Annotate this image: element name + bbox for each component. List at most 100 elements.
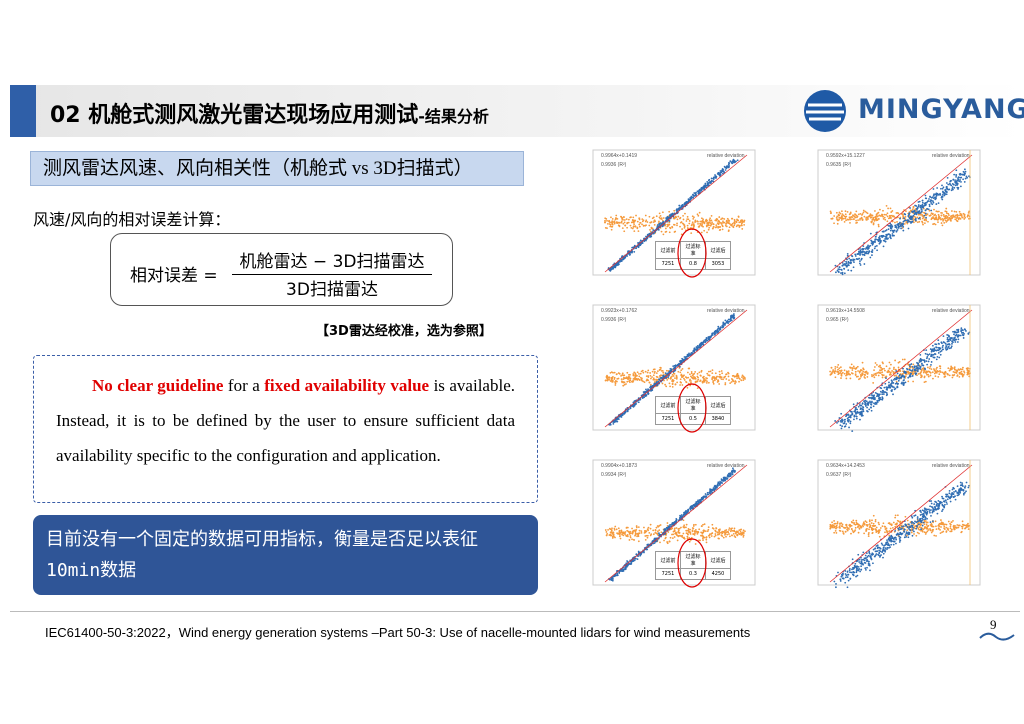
scatter-point [675,209,678,212]
scatter-point [874,245,877,248]
scatter-point [652,377,655,380]
scatter-point [621,372,624,375]
scatter-point [944,219,947,222]
scatter-point [843,220,846,223]
scatter-point [638,225,641,228]
scatter-point [945,210,948,213]
scatter-point [740,534,743,536]
scatter-point [949,183,952,186]
scatter-point [865,217,868,220]
scatter-point [850,216,853,218]
scatter-point [847,418,850,421]
scatter-point [945,531,948,533]
scatter-point [693,372,696,375]
scatter-point [627,221,630,224]
scatter-point [705,495,708,498]
scatter-point [886,388,889,391]
scatter-point [715,485,718,488]
scatter-point [626,380,629,383]
scatter-point [929,214,932,217]
scatter-point [886,215,889,218]
scatter-point [611,532,614,535]
scatter-point [681,204,684,206]
scatter-point [888,530,891,532]
scatter-point [919,212,922,214]
conclusion: 目前没有一个固定的数据可用指标，衡量是否足以表征10min数据 [33,515,538,595]
scatter-point [894,525,897,528]
scatter-point [918,220,921,223]
scatter-point [922,223,924,226]
scatter-point [731,315,734,318]
scatter-point [625,383,627,385]
scatter-point [862,367,865,370]
scatter-point [966,367,969,369]
scatter-point [653,219,656,222]
scatter-point [660,217,663,220]
scatter-point [925,201,928,204]
scatter-point [677,535,680,538]
scatter-point [902,367,904,370]
scatter-point [706,221,709,224]
scatter-point [619,537,622,540]
scatter-point [855,367,857,370]
scatter-point [680,233,683,236]
scatter-point [856,258,859,261]
scatter-point [885,234,888,237]
scatter-point [844,530,847,533]
legend-label: relative deviation [707,463,745,469]
scatter-point [709,370,712,373]
scatter-point [875,403,878,405]
scatter-point [717,325,720,328]
scatter-point [926,530,929,533]
scatter-point [649,228,651,231]
scatter-point [722,536,725,539]
scatter-point [689,538,692,540]
scatter-point [634,532,637,535]
scatter-point [614,420,617,423]
scatter-point [915,534,918,537]
scatter-point [607,528,609,531]
table-cell: 4250 [705,568,731,580]
scatter-point [729,160,732,163]
scatter-point [942,341,945,343]
scatter-point [915,211,917,214]
scatter-point [651,370,654,373]
scatter-point [689,353,692,356]
scatter-point [733,471,736,473]
scatter-point [851,521,854,524]
scatter-point [900,225,902,228]
scatter-point [848,426,850,429]
scatter-point [841,371,844,374]
scatter-point [702,536,705,539]
scatter-point [853,415,856,418]
scatter-point [833,215,836,217]
scatter-point [932,368,935,370]
scatter-point [912,363,915,366]
scatter-point [838,526,841,529]
scatter-point [645,394,648,397]
scatter-point [830,372,833,375]
scatter-point [957,176,960,179]
scatter-point [879,366,882,369]
scatter-point [639,372,642,375]
scatter-point [836,421,838,424]
scatter-point [653,223,656,226]
scatter-point [852,365,855,368]
scatter-point [867,401,870,404]
quote-highlight: fixed availability value [264,376,430,395]
scatter-point [886,530,889,533]
scatter-point [622,378,625,381]
scatter-point [714,330,717,333]
scatter-point [618,532,621,534]
scatter-point [947,527,949,530]
scatter-point [691,505,694,508]
scatter-point [863,254,866,257]
scatter-point [955,210,958,213]
scatter-point [964,170,967,173]
scatter-point [719,482,722,484]
scatter-point [711,227,714,230]
scatter-point [951,186,954,188]
scatter-point [874,520,877,523]
scatter-point [612,423,615,425]
scatter-point [944,342,947,345]
